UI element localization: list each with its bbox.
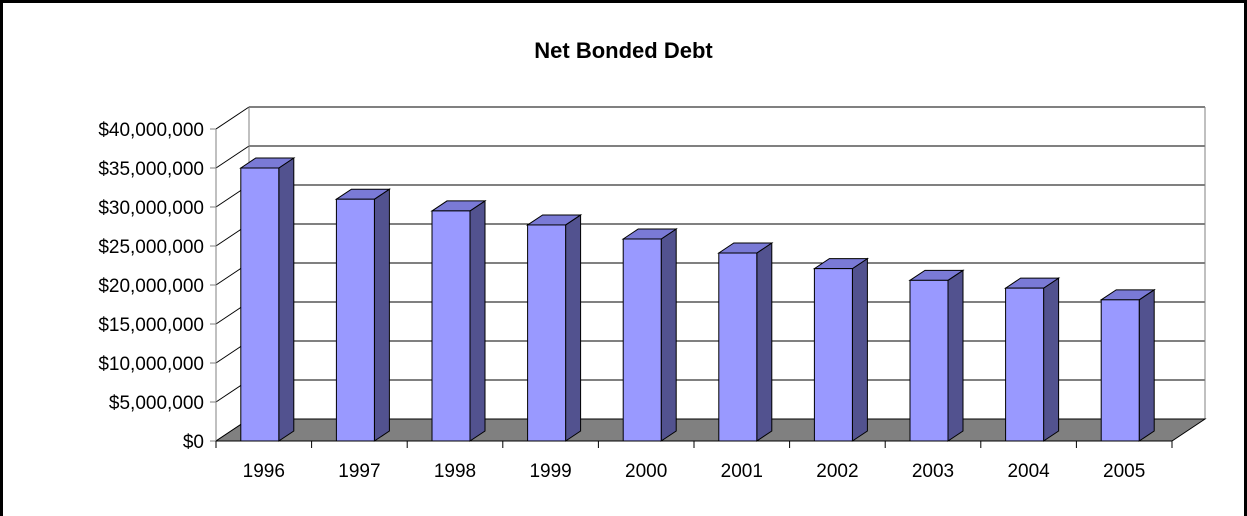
- x-tick-label-2001: 2001: [721, 461, 763, 482]
- y-tick-label-7: $35,000,000: [98, 159, 204, 180]
- bar-side-2000: [660, 228, 677, 442]
- bar-side-1996: [278, 157, 295, 442]
- y-tick-label-2: $10,000,000: [98, 354, 204, 375]
- y-tick-label-3: $15,000,000: [98, 315, 204, 336]
- x-tick-label-1997: 1997: [338, 461, 380, 482]
- y-tick-label-1: $5,000,000: [109, 393, 204, 414]
- gridline-depth-8: [215, 106, 250, 130]
- bar-side-2003: [947, 269, 964, 442]
- bar-2002: [813, 268, 853, 442]
- x-tick-label-2002: 2002: [816, 461, 858, 482]
- bar-side-1997: [373, 188, 390, 442]
- bar-side-2001: [756, 242, 773, 442]
- x-tick-label-2000: 2000: [625, 461, 667, 482]
- bar-2004: [1005, 287, 1045, 442]
- x-tick-label-1998: 1998: [434, 461, 476, 482]
- bar-2003: [909, 279, 949, 442]
- x-tick-label-2005: 2005: [1103, 461, 1145, 482]
- bar-1999: [527, 224, 567, 442]
- y-tick-label-8: $40,000,000: [98, 120, 204, 141]
- bar-side-1999: [565, 214, 582, 442]
- y-tick-label-6: $30,000,000: [98, 198, 204, 219]
- bar-2005: [1100, 299, 1140, 442]
- bar-side-2004: [1043, 277, 1060, 442]
- gridline-depth-7: [215, 145, 250, 169]
- bar-side-2005: [1138, 288, 1155, 442]
- y-tick-label-4: $20,000,000: [98, 276, 204, 297]
- bar-1996: [240, 167, 280, 442]
- bar-1997: [335, 198, 375, 442]
- x-tick-label-1999: 1999: [529, 461, 571, 482]
- bar-1998: [431, 210, 471, 442]
- bar-side-1998: [469, 199, 486, 442]
- x-tick-label-2003: 2003: [912, 461, 954, 482]
- x-tick-label-2004: 2004: [1007, 461, 1050, 482]
- chart-title: Net Bonded Debt: [534, 38, 713, 63]
- y-tick-label-5: $25,000,000: [98, 237, 204, 258]
- bar-2001: [718, 252, 758, 442]
- y-tick-label-0: $0: [183, 432, 204, 453]
- x-tick-label-1996: 1996: [243, 461, 285, 482]
- bar-2000: [622, 238, 662, 442]
- bar-side-2002: [851, 257, 868, 442]
